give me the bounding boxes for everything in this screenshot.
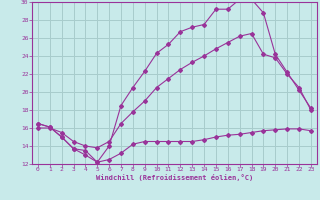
X-axis label: Windchill (Refroidissement éolien,°C): Windchill (Refroidissement éolien,°C) bbox=[96, 174, 253, 181]
